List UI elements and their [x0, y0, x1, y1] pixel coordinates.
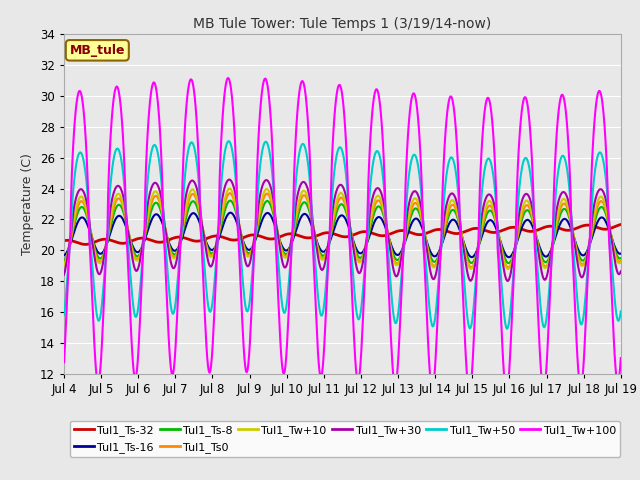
Title: MB Tule Tower: Tule Temps 1 (3/19/14-now): MB Tule Tower: Tule Temps 1 (3/19/14-now… [193, 17, 492, 31]
Y-axis label: Temperature (C): Temperature (C) [21, 153, 35, 255]
Legend: Tul1_Ts-32, Tul1_Ts-16, Tul1_Ts-8, Tul1_Ts0, Tul1_Tw+10, Tul1_Tw+30, Tul1_Tw+50,: Tul1_Ts-32, Tul1_Ts-16, Tul1_Ts-8, Tul1_… [70, 421, 620, 457]
Text: MB_tule: MB_tule [70, 44, 125, 57]
